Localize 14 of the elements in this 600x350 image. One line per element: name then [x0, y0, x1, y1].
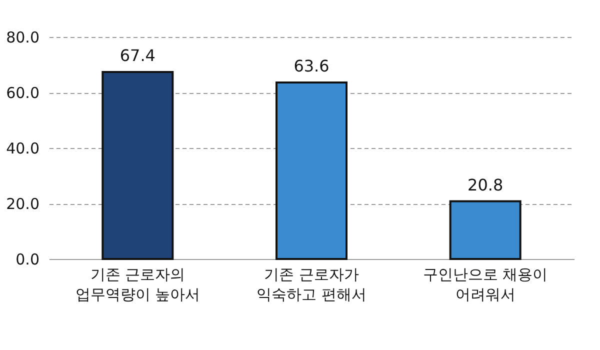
data-label: 63.6	[294, 56, 330, 76]
x-tick-label: 기존 근로자의 업무역량이 높아서	[75, 266, 200, 304]
x-tick-label: 기존 근로자가 익숙하고 편해서	[256, 266, 366, 304]
bar	[276, 82, 348, 260]
data-label: 67.4	[120, 46, 156, 65]
y-tick-label: 20.0	[6, 195, 40, 213]
y-tick-label: 0.0	[16, 250, 40, 268]
x-tick-label: 구인난으로 채용이 어려워서	[422, 266, 548, 304]
y-tick-label: 80.0	[6, 28, 40, 46]
bar	[449, 200, 522, 260]
data-label: 20.8	[468, 175, 504, 194]
y-tick-label: 40.0	[6, 140, 40, 158]
y-tick-label: 60.0	[6, 84, 40, 102]
bar	[102, 70, 174, 260]
